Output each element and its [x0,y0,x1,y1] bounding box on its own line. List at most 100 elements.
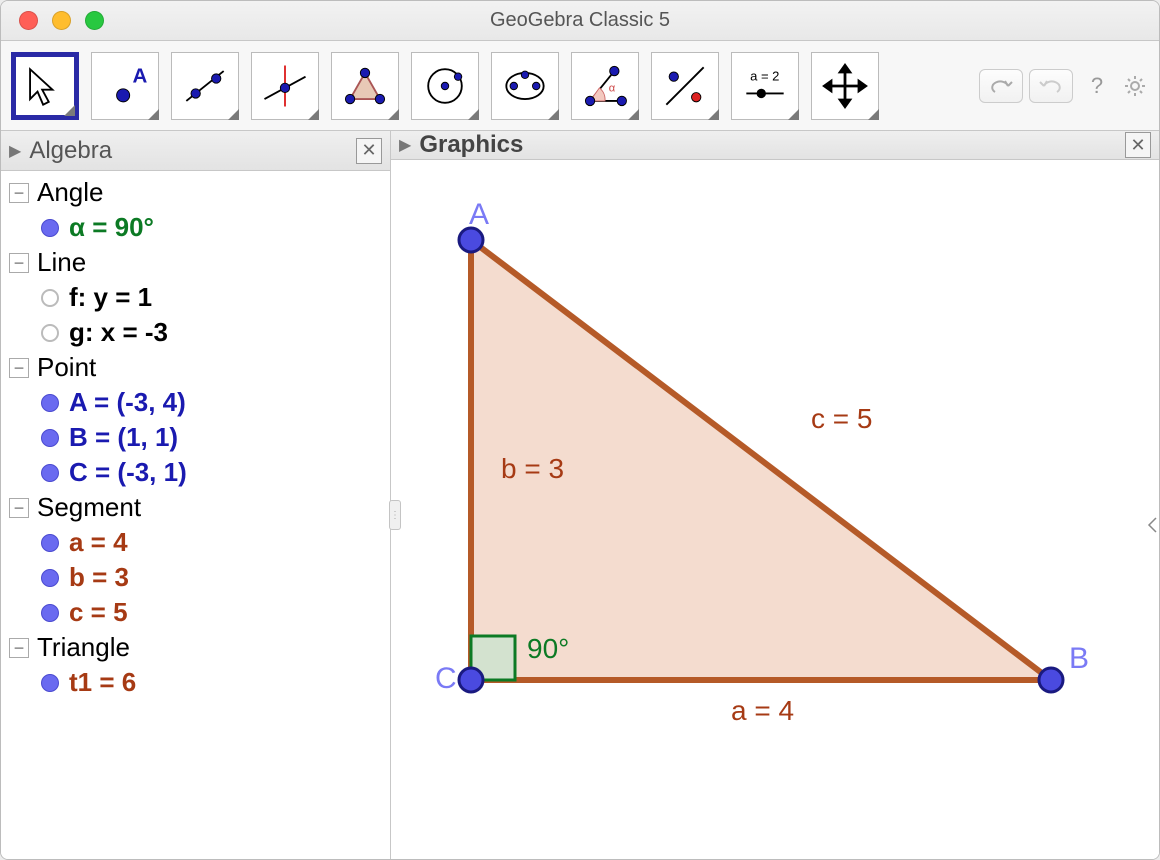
tool-circle[interactable] [411,52,479,120]
redo-button[interactable] [1029,69,1073,103]
algebra-item[interactable]: C = (-3, 1) [1,455,390,490]
algebra-group-header[interactable]: −Point [1,350,390,385]
algebra-item[interactable]: A = (-3, 4) [1,385,390,420]
window-title: GeoGebra Classic 5 [1,9,1159,32]
algebra-group-header[interactable]: −Line [1,245,390,280]
visibility-dot[interactable] [41,464,59,482]
settings-button[interactable] [1121,72,1149,100]
graphics-panel-title: Graphics [419,131,1117,159]
undo-button[interactable] [979,69,1023,103]
right-edge-handle[interactable] [1144,513,1160,537]
tool-slider[interactable]: a = 2 [731,52,799,120]
edge-label: b = 3 [501,453,564,484]
tool-dropdown-corner[interactable] [228,109,239,120]
perpendicular-icon [257,58,313,114]
titlebar: GeoGebra Classic 5 [1,1,1159,41]
edge-label: c = 5 [811,403,872,434]
tool-dropdown-corner[interactable] [788,109,799,120]
tool-perpendicular[interactable] [251,52,319,120]
algebra-item-label: c = 5 [69,597,128,628]
tool-point[interactable]: A [91,52,159,120]
visibility-dot[interactable] [41,429,59,447]
close-window-button[interactable] [19,11,38,30]
slider-icon: a = 2 [737,58,793,114]
vertex-C[interactable] [459,668,483,692]
visibility-dot[interactable] [41,324,59,342]
algebra-item[interactable]: b = 3 [1,560,390,595]
close-icon: ✕ [1130,135,1145,156]
help-button[interactable]: ? [1083,72,1111,100]
tool-dropdown-corner[interactable] [708,109,719,120]
algebra-group-header[interactable]: −Triangle [1,630,390,665]
panel-expand-icon: ▶ [399,135,411,155]
algebra-close-button[interactable]: ✕ [356,138,382,164]
tool-dropdown-corner[interactable] [868,109,879,120]
collapse-icon: − [9,358,29,378]
tool-dropdown-corner[interactable] [64,105,75,116]
algebra-item[interactable]: f: y = 1 [1,280,390,315]
panel-expand-icon: ▶ [9,141,21,161]
visibility-dot[interactable] [41,289,59,307]
panel-resize-handle[interactable]: ⋮ [389,500,401,530]
collapse-icon: − [9,638,29,658]
visibility-dot[interactable] [41,569,59,587]
vertex-B[interactable] [1039,668,1063,692]
visibility-dot[interactable] [41,604,59,622]
algebra-panel-header[interactable]: ▶ Algebra ✕ [1,131,390,171]
algebra-item-label: a = 4 [69,527,128,558]
tool-polygon[interactable] [331,52,399,120]
visibility-dot[interactable] [41,394,59,412]
tool-pan[interactable] [811,52,879,120]
tool-dropdown-corner[interactable] [468,109,479,120]
close-icon: ✕ [361,140,376,161]
tool-dropdown-corner[interactable] [388,109,399,120]
svg-text:A: A [132,64,147,87]
algebra-group-name: Triangle [37,632,130,663]
algebra-item-label: A = (-3, 4) [69,387,186,418]
algebra-item-label: g: x = -3 [69,317,168,348]
algebra-group-header[interactable]: −Segment [1,490,390,525]
toolbar: Aα a = 2 ? [1,41,1159,131]
visibility-dot[interactable] [41,534,59,552]
algebra-item-label: t1 = 6 [69,667,136,698]
edge-label: a = 4 [731,695,794,726]
tool-dropdown-corner[interactable] [148,109,159,120]
angle-label: 90° [527,633,569,664]
graphics-panel: ▶ Graphics ✕ 90°c = 5b = 3a = 4ABC [391,131,1159,859]
tool-dropdown-corner[interactable] [628,109,639,120]
algebra-item[interactable]: B = (1, 1) [1,420,390,455]
visibility-dot[interactable] [41,219,59,237]
app-window: GeoGebra Classic 5 Aα a = 2 ? [0,0,1160,860]
algebra-item[interactable]: α = 90° [1,210,390,245]
tool-dropdown-corner[interactable] [308,109,319,120]
tool-reflect[interactable] [651,52,719,120]
tool-move[interactable] [11,52,79,120]
algebra-group-name: Point [37,352,96,383]
algebra-item[interactable]: t1 = 6 [1,665,390,700]
minimize-window-button[interactable] [52,11,71,30]
svg-text:a = 2: a = 2 [750,68,779,83]
algebra-item[interactable]: a = 4 [1,525,390,560]
zoom-window-button[interactable] [85,11,104,30]
algebra-item[interactable]: c = 5 [1,595,390,630]
visibility-dot[interactable] [41,674,59,692]
algebra-group-name: Line [37,247,86,278]
vertex-A[interactable] [459,228,483,252]
tool-ellipse[interactable] [491,52,559,120]
undo-icon [989,77,1013,95]
tool-line[interactable] [171,52,239,120]
algebra-group-name: Segment [37,492,141,523]
traffic-lights [1,11,104,30]
graphics-panel-header[interactable]: ▶ Graphics ✕ [391,131,1159,160]
vertex-label-A: A [469,198,489,231]
algebra-group-header[interactable]: −Angle [1,175,390,210]
graphics-close-button[interactable]: ✕ [1125,132,1151,158]
graphics-canvas[interactable]: 90°c = 5b = 3a = 4ABC [391,160,1151,860]
help-icon: ? [1091,73,1103,99]
tool-dropdown-corner[interactable] [548,109,559,120]
graphics-body[interactable]: 90°c = 5b = 3a = 4ABC [391,160,1159,860]
content-area: ▶ Algebra ✕ −Angleα = 90°−Linef: y = 1g:… [1,131,1159,859]
algebra-item[interactable]: g: x = -3 [1,315,390,350]
algebra-item-label: α = 90° [69,212,154,243]
tool-angle[interactable]: α [571,52,639,120]
